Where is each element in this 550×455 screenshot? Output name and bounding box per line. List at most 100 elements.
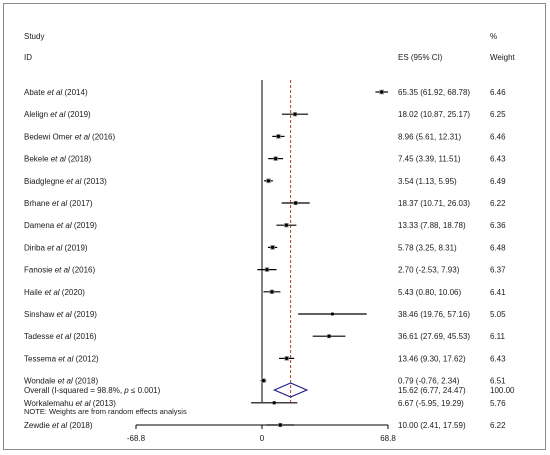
x-tick-label: -68.8 bbox=[127, 434, 146, 443]
study-year: (2019) bbox=[65, 110, 91, 119]
study-es: 13.33 (7.88, 18.78) bbox=[398, 221, 466, 230]
study-author: Wondale bbox=[24, 377, 58, 386]
study-label: Bedewi Omer et al (2016) bbox=[24, 132, 115, 141]
study-etal: et al bbox=[56, 332, 71, 341]
study-row: Haile et al (2020) 5.43 (0.80, 10.06) 6.41 bbox=[24, 288, 506, 297]
study-author: Zewdie bbox=[24, 421, 52, 430]
study-etal: et al bbox=[55, 266, 70, 275]
study-es: 18.02 (10.87, 25.17) bbox=[398, 110, 470, 119]
study-year: (2020) bbox=[60, 288, 86, 297]
study-year: (2016) bbox=[70, 266, 96, 275]
point-estimate bbox=[270, 245, 275, 249]
study-row: Damena et al (2019) 13.33 (7.88, 18.78) 6.… bbox=[24, 221, 506, 230]
header-weight: Weight bbox=[490, 53, 516, 62]
study-author: Diriba bbox=[24, 243, 47, 252]
study-label: Biadglegne et al (2013) bbox=[24, 177, 107, 186]
study-label: Wondale et al (2018) bbox=[24, 377, 98, 386]
header-id: ID bbox=[24, 53, 32, 62]
study-author: Abate bbox=[24, 88, 47, 97]
study-author: Fanosie bbox=[24, 266, 55, 275]
study-etal: et al bbox=[52, 199, 67, 208]
study-label: Tessema et al (2012) bbox=[24, 354, 99, 363]
study-label: Alelign et al (2019) bbox=[24, 110, 91, 119]
study-year: (2018) bbox=[66, 155, 92, 164]
overall-label-suffix: ≤ 0.001) bbox=[129, 386, 161, 395]
study-label: Haile et al (2020) bbox=[24, 288, 85, 297]
study-year: (2012) bbox=[73, 354, 99, 363]
point-estimate bbox=[274, 157, 278, 161]
study-author: Biadglegne bbox=[24, 177, 66, 186]
study-etal: et al bbox=[75, 399, 90, 408]
overall-es: 15.62 (6.77, 24.47) bbox=[398, 386, 466, 395]
overall-label-p: p bbox=[123, 386, 129, 395]
study-weight: 6.43 bbox=[490, 155, 506, 164]
study-label: Damena et al (2019) bbox=[24, 221, 97, 230]
overall-label: Overall (I-squared = 98.8%, p ≤ 0.001) bbox=[24, 386, 161, 395]
study-row: Biadglegne et al (2013) 3.54 (1.13, 5.95)… bbox=[24, 177, 506, 186]
study-es: 2.70 (-2.53, 7.93) bbox=[398, 266, 460, 275]
point-estimate bbox=[276, 134, 281, 138]
point-estimate bbox=[284, 223, 289, 227]
study-row: Tessema et al (2012) 13.46 (9.30, 17.62) 6… bbox=[24, 354, 506, 363]
study-weight: 6.49 bbox=[490, 177, 506, 186]
study-es: 0.79 (-0.76, 2.34) bbox=[398, 377, 460, 386]
study-etal: et al bbox=[58, 377, 73, 386]
study-etal: et al bbox=[51, 155, 66, 164]
point-estimate bbox=[266, 179, 271, 183]
study-row: Fanosie et al (2016) 2.70 (-2.53, 7.93) 6.… bbox=[24, 266, 506, 275]
study-year: (2014) bbox=[62, 88, 88, 97]
study-es: 13.46 (9.30, 17.62) bbox=[398, 354, 466, 363]
study-etal: et al bbox=[56, 310, 71, 319]
point-estimate bbox=[330, 312, 335, 316]
study-author: Damena bbox=[24, 221, 56, 230]
study-label: Fanosie et al (2016) bbox=[24, 266, 95, 275]
study-row: Zewdie et al (2018) 10.00 (2.41, 17.59) 6.… bbox=[24, 421, 506, 430]
study-etal: et al bbox=[75, 132, 90, 141]
point-estimate bbox=[270, 290, 274, 294]
study-author: Haile bbox=[24, 288, 44, 297]
study-row: Alelign et al (2019) 18.02 (10.87, 25.17)… bbox=[24, 110, 506, 119]
study-row: Bedewi Omer et al (2016) 8.96 (5.61, 12.3… bbox=[24, 132, 506, 141]
study-author: Workalemahu bbox=[24, 399, 75, 408]
point-estimate bbox=[327, 334, 331, 338]
study-year: (2017) bbox=[67, 199, 93, 208]
study-label: Tadesse et al (2016) bbox=[24, 332, 97, 341]
study-weight: 6.43 bbox=[490, 354, 506, 363]
header-study: Study bbox=[24, 32, 44, 41]
study-author: Tadesse bbox=[24, 332, 56, 341]
study-weight: 5.05 bbox=[490, 310, 506, 319]
header-es: ES (95% CI) bbox=[398, 53, 443, 62]
study-row: Abate et al (2014) 65.35 (61.92, 68.78) 6.… bbox=[24, 88, 506, 97]
study-author: Tessema bbox=[24, 354, 58, 363]
study-year: (2016) bbox=[71, 332, 97, 341]
point-estimate bbox=[272, 401, 276, 405]
study-label: Diriba et al (2019) bbox=[24, 243, 88, 252]
study-es: 6.67 (-5.95, 19.29) bbox=[398, 399, 464, 408]
study-weight: 6.37 bbox=[490, 266, 506, 275]
study-year: (2019) bbox=[62, 243, 88, 252]
x-tick-label: 0 bbox=[260, 434, 265, 443]
study-year: (2018) bbox=[73, 377, 99, 386]
study-es: 36.61 (27.69, 45.53) bbox=[398, 332, 470, 341]
study-weight: 6.22 bbox=[490, 199, 506, 208]
study-es: 5.43 (0.80, 10.06) bbox=[398, 288, 461, 297]
study-weight: 6.22 bbox=[490, 421, 506, 430]
study-year: (2018) bbox=[67, 421, 93, 430]
study-etal: et al bbox=[44, 288, 59, 297]
study-weight: 6.46 bbox=[490, 88, 506, 97]
point-estimate bbox=[285, 356, 289, 360]
point-estimate bbox=[380, 90, 384, 94]
study-es: 8.96 (5.61, 12.31) bbox=[398, 132, 461, 141]
study-weight: 6.46 bbox=[490, 132, 506, 141]
overall-label-prefix: Overall (I-squared = 98.8%, bbox=[24, 386, 124, 395]
study-row: Sinshaw et al (2019) 38.46 (19.76, 57.16)… bbox=[24, 310, 506, 319]
study-row: Brhane et al (2017) 18.37 (10.71, 26.03) 6… bbox=[24, 199, 506, 208]
study-es: 3.54 (1.13, 5.95) bbox=[398, 177, 457, 186]
study-year: (2019) bbox=[72, 310, 98, 319]
study-row: Workalemahu et al (2013) 6.67 (-5.95, 19.… bbox=[24, 399, 506, 408]
study-row: Diriba et al (2019) 5.78 (3.25, 8.31) 6.48 bbox=[24, 243, 506, 252]
figure-frame bbox=[3, 3, 546, 450]
study-es: 65.35 (61.92, 68.78) bbox=[398, 88, 470, 97]
